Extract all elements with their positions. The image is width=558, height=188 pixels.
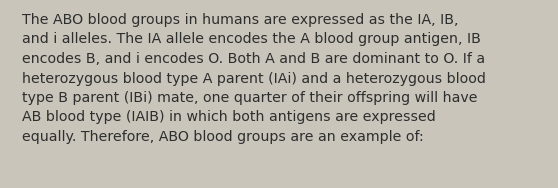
Text: The ABO blood groups in humans are expressed as the IA, IB,
and i alleles. The I: The ABO blood groups in humans are expre… [22, 13, 486, 144]
